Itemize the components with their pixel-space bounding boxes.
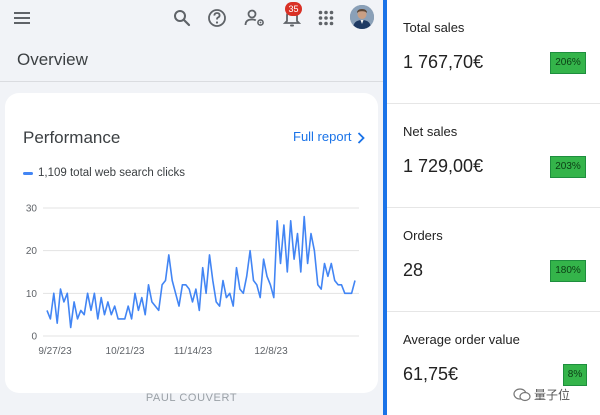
- series-line-clicks: [46, 215, 356, 329]
- metric-label: Orders: [403, 228, 443, 243]
- change-badge: 206%: [550, 52, 586, 74]
- page-title: Overview: [17, 50, 88, 69]
- change-badge: 180%: [550, 260, 586, 282]
- y-tick-label: 0: [31, 332, 37, 343]
- change-badge: 8%: [563, 364, 587, 386]
- manage-users-icon[interactable]: [243, 6, 267, 30]
- metric-value: 1 767,70€: [403, 52, 484, 72]
- notification-count-badge: 35: [285, 2, 302, 16]
- x-tick-label: 11/14/23: [174, 346, 213, 357]
- legend-series-swatch: [23, 171, 33, 175]
- metric-label: Average order value: [403, 332, 520, 347]
- metric-value: 28: [403, 260, 424, 280]
- y-tick-label: 20: [26, 246, 38, 257]
- metric-total-sales: Total sales 1 767,70€ 206%: [387, 0, 600, 104]
- help-icon[interactable]: [205, 6, 229, 30]
- avatar[interactable]: [350, 5, 374, 29]
- metric-value: 61,75€: [403, 364, 459, 384]
- chart-legend: 1,109 total web search clicks: [23, 167, 185, 179]
- y-tick-label: 10: [26, 289, 38, 300]
- x-tick-label: 12/8/23: [254, 346, 288, 357]
- watermark: 量子位: [513, 386, 570, 403]
- metric-label: Total sales: [403, 20, 465, 35]
- author-name: PAUL COUVERT: [145, 392, 238, 404]
- legend-label: 1,109 total web search clicks: [38, 167, 186, 179]
- clicks-chart: 0 10 20 30 9/27/23 10/21/23 11/14/23 12/8/23: [26, 204, 359, 357]
- search-icon[interactable]: [170, 6, 194, 30]
- y-tick-label: 30: [26, 204, 38, 215]
- x-tick-label: 10/21/23: [106, 346, 145, 357]
- watermark-text: 量子位: [534, 388, 571, 402]
- divider-line: [0, 81, 383, 82]
- performance-title: Performance: [23, 128, 121, 147]
- sales-metrics-panel: Total sales 1 767,70€ 206% Net sales 1 7…: [387, 0, 600, 415]
- metric-net-sales: Net sales 1 729,00€ 203%: [387, 104, 600, 208]
- menu-icon[interactable]: [11, 6, 35, 30]
- wechat-icon: [513, 387, 531, 401]
- performance-card: Performance Full report 1,109 total web …: [5, 93, 378, 393]
- panel-divider: [383, 0, 387, 415]
- search-console-panel: 35 Overview Performance Full report 1,10…: [0, 0, 383, 415]
- top-app-bar: 35: [0, 0, 383, 40]
- metric-average-order-value: Average order value 61,75€ 8%: [387, 312, 600, 415]
- change-badge: 203%: [550, 156, 586, 178]
- chevron-right-icon[interactable]: [357, 131, 365, 149]
- metric-orders: Orders 28 180%: [387, 208, 600, 312]
- x-tick-label: 9/27/23: [38, 346, 72, 357]
- metric-label: Net sales: [403, 124, 458, 139]
- metric-value: 1 729,00€: [403, 156, 484, 176]
- apps-icon[interactable]: [314, 6, 338, 30]
- full-report-link[interactable]: Full report: [293, 129, 352, 144]
